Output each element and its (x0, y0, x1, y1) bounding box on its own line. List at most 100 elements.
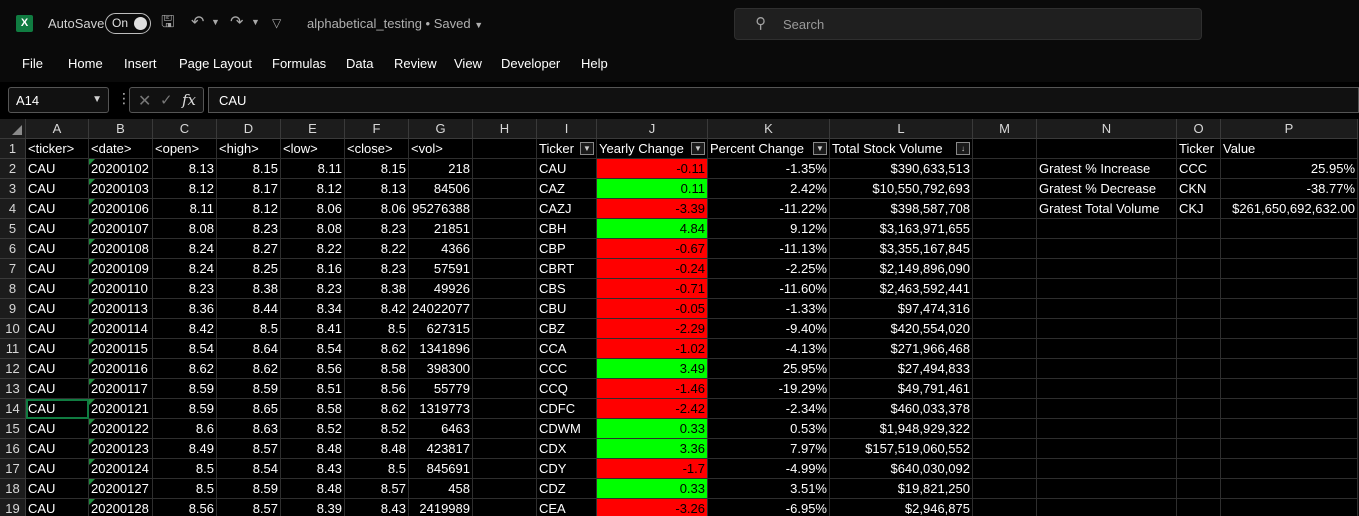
cell-g15[interactable]: 6463 (409, 419, 473, 439)
cell-l2[interactable]: $390,633,513 (830, 159, 973, 179)
cell-h19[interactable] (473, 499, 537, 516)
cell-i16[interactable]: CDX (537, 439, 597, 459)
cell-c17[interactable]: 8.5 (153, 459, 217, 479)
cell-e6[interactable]: 8.22 (281, 239, 345, 259)
cell-o5[interactable] (1177, 219, 1221, 239)
save-icon[interactable]: 🖫 (161, 14, 175, 31)
cell-l13[interactable]: $49,791,461 (830, 379, 973, 399)
cell-m1[interactable] (973, 139, 1037, 159)
cell-m9[interactable] (973, 299, 1037, 319)
undo-dropdown-icon[interactable]: ▼ (211, 17, 220, 27)
cell-f11[interactable]: 8.62 (345, 339, 409, 359)
cell-d11[interactable]: 8.64 (217, 339, 281, 359)
tab-view[interactable]: View (454, 56, 482, 71)
cell-i17[interactable]: CDY (537, 459, 597, 479)
cell-e7[interactable]: 8.16 (281, 259, 345, 279)
cell-n1[interactable] (1037, 139, 1177, 159)
cell-m18[interactable] (973, 479, 1037, 499)
cell-k12[interactable]: 25.95% (708, 359, 830, 379)
cell-f18[interactable]: 8.57 (345, 479, 409, 499)
cell-n12[interactable] (1037, 359, 1177, 379)
cell-o4[interactable]: CKJ (1177, 199, 1221, 219)
cell-n9[interactable] (1037, 299, 1177, 319)
cell-p17[interactable] (1221, 459, 1358, 479)
row-header[interactable]: 13 (0, 379, 26, 399)
row-header[interactable]: 2 (0, 159, 26, 179)
cell-p1[interactable]: Value (1221, 139, 1358, 159)
cell-a7[interactable]: CAU (26, 259, 89, 279)
cell-f1[interactable]: <close> (345, 139, 409, 159)
cell-b4[interactable]: 20200106 (89, 199, 153, 219)
cell-k6[interactable]: -11.13% (708, 239, 830, 259)
column-header-a[interactable]: A (26, 119, 89, 139)
cell-e13[interactable]: 8.51 (281, 379, 345, 399)
cell-j5[interactable]: 4.84 (597, 219, 708, 239)
cell-a17[interactable]: CAU (26, 459, 89, 479)
cell-j15[interactable]: 0.33 (597, 419, 708, 439)
cell-g17[interactable]: 845691 (409, 459, 473, 479)
cell-k8[interactable]: -11.60% (708, 279, 830, 299)
cell-i13[interactable]: CCQ (537, 379, 597, 399)
cell-o16[interactable] (1177, 439, 1221, 459)
cell-f17[interactable]: 8.5 (345, 459, 409, 479)
cell-b14[interactable]: 20200121 (89, 399, 153, 419)
cell-b5[interactable]: 20200107 (89, 219, 153, 239)
cell-g5[interactable]: 21851 (409, 219, 473, 239)
cell-c5[interactable]: 8.08 (153, 219, 217, 239)
cell-g7[interactable]: 57591 (409, 259, 473, 279)
redo-dropdown-icon[interactable]: ▼ (251, 17, 260, 27)
cell-f15[interactable]: 8.52 (345, 419, 409, 439)
cell-l11[interactable]: $271,966,468 (830, 339, 973, 359)
row-header[interactable]: 1 (0, 139, 26, 159)
cell-n13[interactable] (1037, 379, 1177, 399)
cell-j12[interactable]: 3.49 (597, 359, 708, 379)
enter-icon[interactable]: ✓ (160, 92, 173, 109)
cell-m15[interactable] (973, 419, 1037, 439)
cell-o3[interactable]: CKN (1177, 179, 1221, 199)
cell-b11[interactable]: 20200115 (89, 339, 153, 359)
cell-a9[interactable]: CAU (26, 299, 89, 319)
cell-g3[interactable]: 84506 (409, 179, 473, 199)
select-all-corner[interactable] (0, 119, 26, 139)
cell-a3[interactable]: CAU (26, 179, 89, 199)
cell-j19[interactable]: -3.26 (597, 499, 708, 516)
cell-b9[interactable]: 20200113 (89, 299, 153, 319)
cell-h16[interactable] (473, 439, 537, 459)
tab-help[interactable]: Help (581, 56, 608, 71)
cell-p2[interactable]: 25.95% (1221, 159, 1358, 179)
cell-k5[interactable]: 9.12% (708, 219, 830, 239)
name-box[interactable]: A14 ▼ (8, 87, 109, 113)
cell-n4[interactable]: Gratest Total Volume (1037, 199, 1177, 219)
cell-m7[interactable] (973, 259, 1037, 279)
cell-d3[interactable]: 8.17 (217, 179, 281, 199)
cell-o11[interactable] (1177, 339, 1221, 359)
cell-e1[interactable]: <low> (281, 139, 345, 159)
cell-l6[interactable]: $3,355,167,845 (830, 239, 973, 259)
cell-o17[interactable] (1177, 459, 1221, 479)
more-options-icon[interactable]: ⋮ (117, 90, 131, 106)
cell-n3[interactable]: Gratest % Decrease (1037, 179, 1177, 199)
cell-p7[interactable] (1221, 259, 1358, 279)
cell-h15[interactable] (473, 419, 537, 439)
cell-a14[interactable]: CAU (26, 399, 89, 419)
cell-h1[interactable] (473, 139, 537, 159)
cell-c16[interactable]: 8.49 (153, 439, 217, 459)
cell-g4[interactable]: 95276388 (409, 199, 473, 219)
cell-g2[interactable]: 218 (409, 159, 473, 179)
cell-g16[interactable]: 423817 (409, 439, 473, 459)
cell-g9[interactable]: 24022077 (409, 299, 473, 319)
cell-m8[interactable] (973, 279, 1037, 299)
cell-c11[interactable]: 8.54 (153, 339, 217, 359)
cell-n15[interactable] (1037, 419, 1177, 439)
column-header-i[interactable]: I (537, 119, 597, 139)
cell-g11[interactable]: 1341896 (409, 339, 473, 359)
cell-h2[interactable] (473, 159, 537, 179)
cell-m11[interactable] (973, 339, 1037, 359)
cell-a15[interactable]: CAU (26, 419, 89, 439)
cell-g14[interactable]: 1319773 (409, 399, 473, 419)
cell-p3[interactable]: -38.77% (1221, 179, 1358, 199)
cell-j18[interactable]: 0.33 (597, 479, 708, 499)
cell-j1[interactable]: Yearly Change (597, 139, 708, 159)
cell-m5[interactable] (973, 219, 1037, 239)
cell-n8[interactable] (1037, 279, 1177, 299)
